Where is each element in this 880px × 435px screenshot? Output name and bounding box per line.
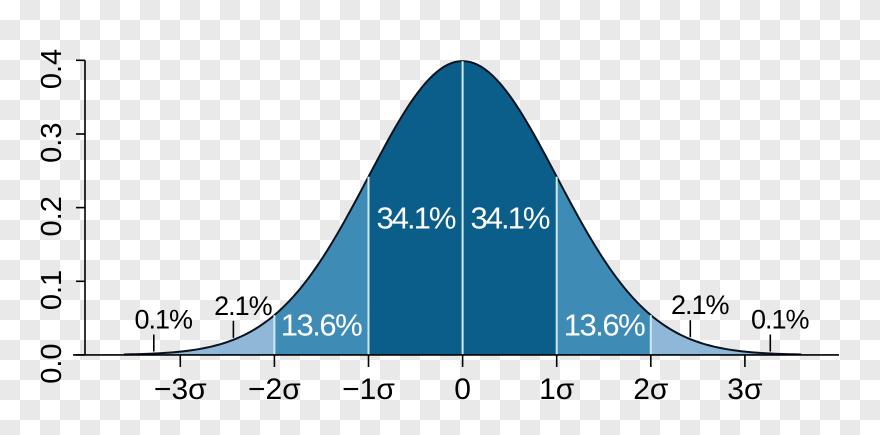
svg-text:2σ: 2σ — [633, 373, 669, 406]
svg-text:1σ: 1σ — [539, 373, 575, 406]
svg-text:3σ: 3σ — [727, 373, 763, 406]
svg-text:2.1%: 2.1% — [214, 291, 273, 321]
svg-text:13.6%: 13.6% — [564, 308, 645, 343]
svg-text:34.1%: 34.1% — [471, 201, 550, 236]
svg-text:0.1: 0.1 — [36, 270, 68, 310]
svg-text:0.0: 0.0 — [36, 343, 68, 383]
svg-text:0.2: 0.2 — [36, 196, 68, 236]
svg-text:13.6%: 13.6% — [281, 308, 362, 343]
svg-text:0.1%: 0.1% — [135, 305, 194, 335]
svg-text:−1σ: −1σ — [342, 373, 395, 406]
svg-text:0.3: 0.3 — [36, 123, 68, 163]
svg-text:−3σ: −3σ — [154, 373, 207, 406]
svg-text:−2σ: −2σ — [248, 373, 301, 406]
svg-text:0: 0 — [454, 373, 471, 406]
svg-text:0.1%: 0.1% — [751, 305, 810, 335]
svg-text:34.1%: 34.1% — [377, 201, 456, 236]
svg-text:0.4: 0.4 — [36, 49, 68, 89]
svg-text:2.1%: 2.1% — [671, 290, 730, 320]
